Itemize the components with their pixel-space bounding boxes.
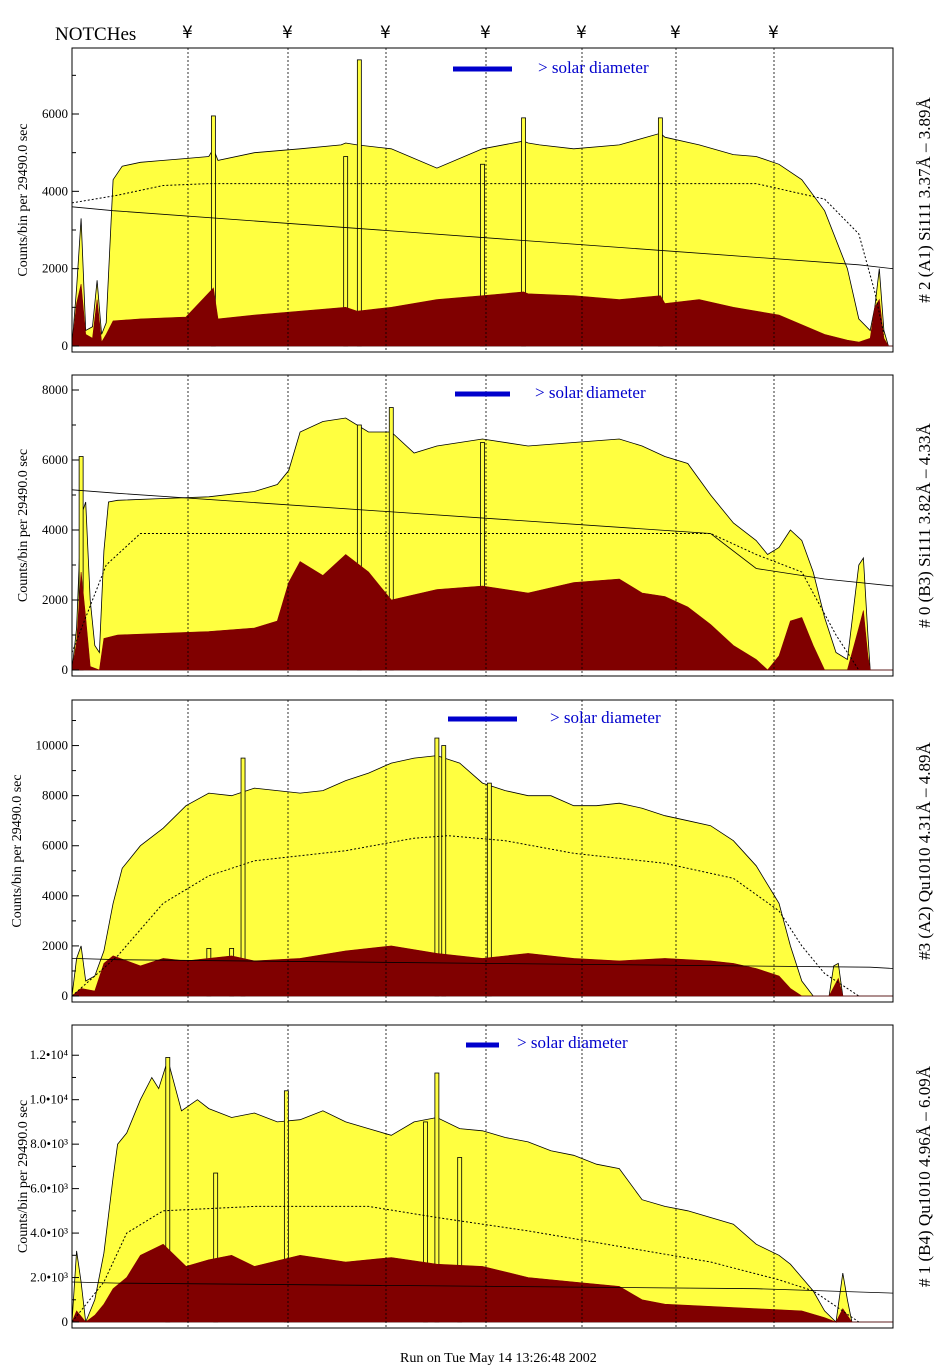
y-tick-label: 2000: [42, 261, 68, 276]
plot-frame: [71, 699, 894, 1003]
y-tick-label: 6000: [42, 838, 68, 853]
model-dotted-line: [71, 183, 885, 335]
notch-marker: ¥: [576, 23, 587, 43]
background-counts-area: [71, 284, 893, 347]
chart-panel: 0 2000 4000 6000 8000 Counts/bin per 29490.0 …: [16, 374, 934, 677]
plot-frame: [71, 47, 894, 353]
baseline-solid-line: [71, 489, 894, 587]
y-tick-label: 4.0•10³: [30, 1225, 68, 1240]
y-tick-label: 4000: [42, 888, 68, 903]
y-tick-label: 6000: [42, 106, 68, 121]
y-tick-label: 0: [62, 662, 69, 677]
y-tick-label: 0: [62, 338, 69, 353]
notch-marker: ¥: [182, 23, 193, 43]
panels: 0 2000 4000 6000 Counts/bin per 29490.0 sec #…: [10, 47, 934, 1329]
baseline-solid-line: [71, 958, 894, 969]
y-axis-label: Counts/bin per 29490.0 sec: [16, 449, 31, 602]
solar-diameter-label: > solar diameter: [538, 58, 649, 77]
y-tick-label: 0: [62, 988, 69, 1003]
background-counts-area: [71, 554, 893, 671]
y-tick-label: 1.0•10⁴: [30, 1092, 69, 1107]
notch-marker: ¥: [480, 23, 491, 43]
total-counts-area: [71, 755, 893, 997]
y-axis-label: Counts/bin per 29490.0 sec: [16, 1100, 31, 1253]
notch-marker: ¥: [282, 23, 293, 43]
y-tick-label: 8000: [42, 788, 68, 803]
solar-diameter-label: > solar diameter: [517, 1033, 628, 1052]
y-tick-label: 2.0•10³: [30, 1270, 68, 1285]
chart-panel: 0 2000 4000 6000 Counts/bin per 29490.0 sec #…: [16, 47, 934, 353]
notch-marker: ¥: [380, 23, 391, 43]
detector-label: #3 (A2) Qu1010 4.31Å – 4.89Å: [915, 741, 934, 959]
y-tick-label: 4000: [42, 522, 68, 537]
baseline-solid-line: [71, 1281, 894, 1294]
run-info-footer: Run on Tue May 14 13:26:48 2002: [400, 1351, 597, 1366]
y-tick-label: 2000: [42, 592, 68, 607]
y-tick-label: 8000: [42, 382, 68, 397]
detector-label: # 0 (B3) Si111 3.82Å – 4.33Å: [915, 422, 934, 627]
notch-marker: ¥: [670, 23, 681, 43]
notch-marker: ¥: [768, 23, 779, 43]
plot-frame: [71, 1024, 894, 1329]
y-axis-label: Counts/bin per 29490.0 sec: [10, 774, 25, 927]
y-tick-label: 0: [62, 1314, 69, 1329]
detector-label: # 1 (B4) Qu1010 4.96Å – 6.09Å: [915, 1065, 934, 1287]
y-tick-label: 10000: [36, 738, 69, 753]
solar-diameter-label: > solar diameter: [550, 708, 661, 727]
y-tick-label: 2000: [42, 938, 68, 953]
y-tick-label: 6000: [42, 452, 68, 467]
chart-panel: 0 2000 4000 6000 8000 10000 Counts/bin per 294…: [10, 699, 934, 1003]
y-tick-label: 1.2•10⁴: [30, 1047, 69, 1062]
model-dotted-line: [71, 835, 860, 997]
background-counts-area: [71, 945, 893, 997]
model-dotted-line: [71, 533, 860, 671]
y-tick-label: 6.0•10³: [30, 1181, 68, 1196]
plot-frame: [71, 374, 894, 677]
y-axis-label: Counts/bin per 29490.0 sec: [16, 123, 31, 276]
notches-label: NOTCHes: [55, 24, 136, 45]
chart-panel: 0 2.0•10³ 4.0•10³ 6.0•10³ 8.0•10³ 1.0•10⁴ 1.2•…: [16, 1024, 934, 1329]
y-tick-label: 8.0•10³: [30, 1136, 68, 1151]
model-dotted-line: [71, 1205, 860, 1323]
detector-label: # 2 (A1) Si111 3.37Å – 3.89Å: [915, 96, 934, 302]
y-tick-label: 4000: [42, 183, 68, 198]
background-counts-area: [71, 1243, 893, 1323]
count-spike: [356, 59, 362, 347]
solar-diameter-label: > solar diameter: [535, 383, 646, 402]
notch-header: NOTCHes ¥ ¥ ¥ ¥ ¥ ¥ ¥: [55, 23, 779, 45]
